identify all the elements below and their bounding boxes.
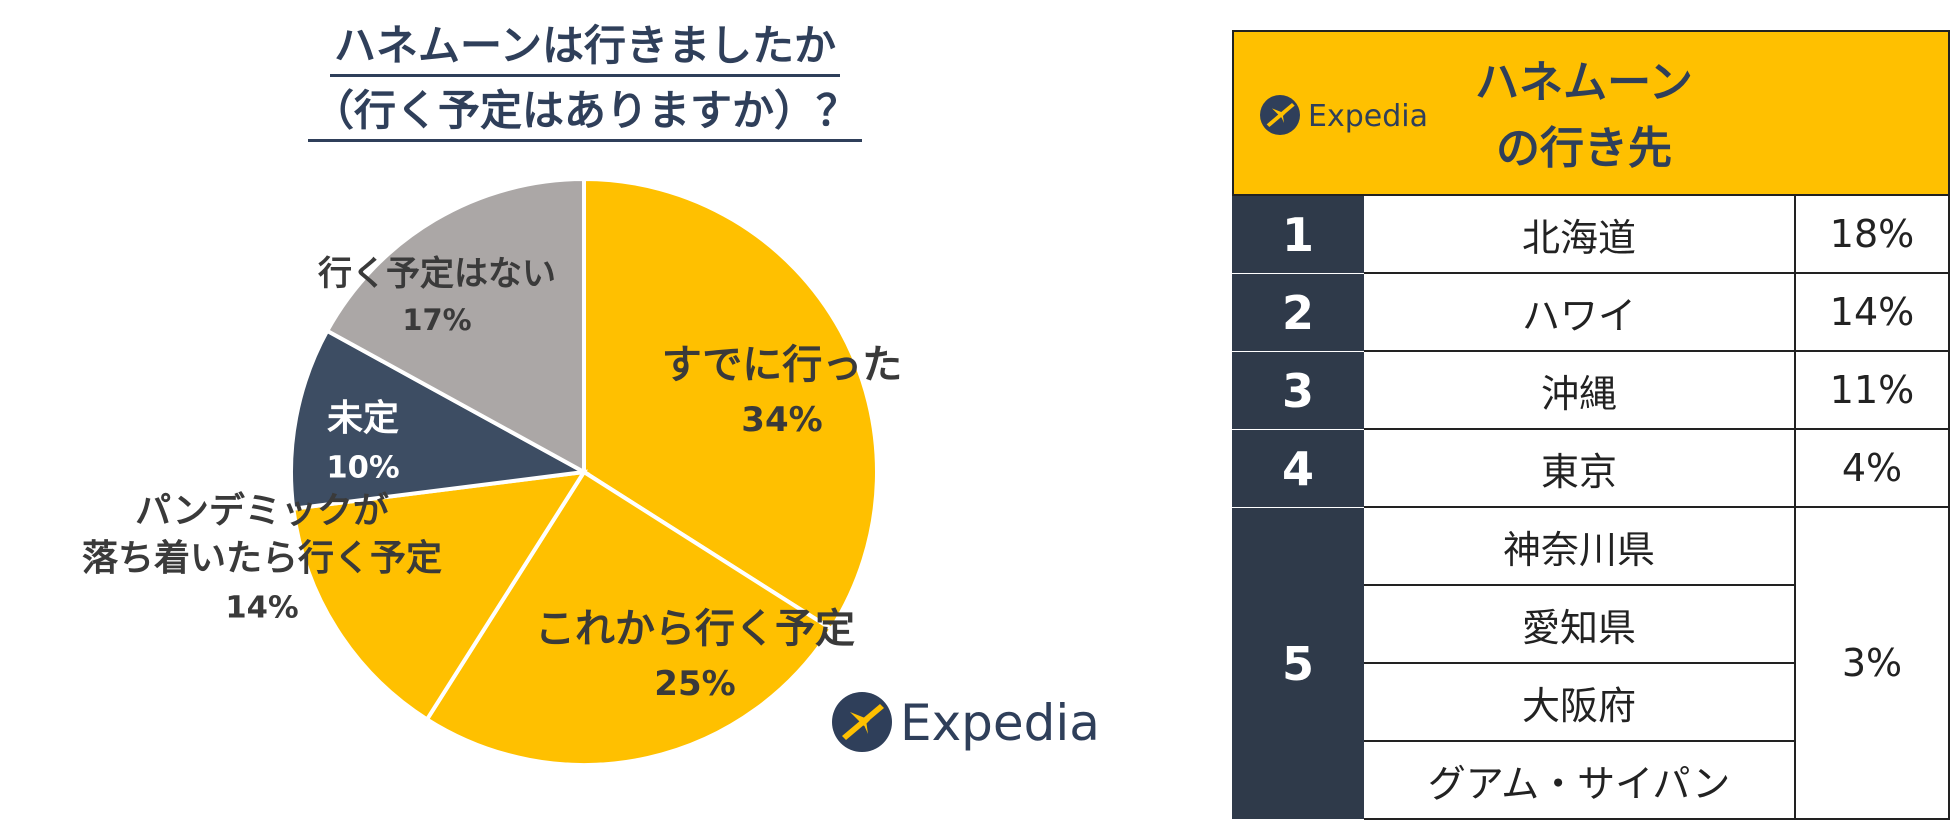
slice-value-label: 10%: [326, 451, 399, 486]
slice-value-label: 25%: [654, 664, 735, 704]
destination-cell: 北海道: [1364, 196, 1794, 274]
expedia-wordmark: Expedia: [900, 694, 1100, 752]
destination-ranking-table: Expedia ハネムーンの行き先 1 北海道 18% 2 ハワイ 14% 3 沖縄 11% 4 東…: [1232, 30, 1950, 822]
pie-slice: [291, 469, 588, 723]
table-title-line: の行き先: [1496, 123, 1672, 174]
chart-title: ハネムーンは行きましたか （行く予定はありますか）？: [0, 18, 1170, 142]
percent-cell: 18%: [1794, 196, 1950, 274]
destination-cell: 神奈川県: [1364, 508, 1794, 586]
slice-label: すでに行った: [662, 342, 902, 388]
destination-cell: グアム・サイパン: [1364, 742, 1794, 820]
pie-slice: [289, 328, 591, 511]
slice-label: パンデミックが落ち着いたら行く予定: [82, 489, 442, 579]
pie-slice: [424, 469, 835, 767]
percent-cell: 14%: [1794, 274, 1950, 352]
table-title-line: ハネムーン: [1475, 57, 1693, 108]
slice-label: 未定: [327, 398, 399, 439]
destination-cell: 沖縄: [1364, 352, 1794, 430]
percent-cell: 3%: [1794, 508, 1950, 820]
slice-value-label: 34%: [741, 400, 822, 440]
destination-cell: ハワイ: [1364, 274, 1794, 352]
pie-chart: すでに行った 34% これから行く予定 25% パンデミックが落ち着いたら行く予定 14%…: [81, 176, 1100, 767]
plane-shape: [842, 704, 884, 740]
rank-cell: 3: [1232, 352, 1364, 430]
slice-value-label: 17%: [402, 303, 471, 337]
chart-title-line2: （行く予定はありますか）？: [307, 83, 862, 142]
percent-cell: 11%: [1794, 352, 1950, 430]
table-title: ハネムーン の行き先: [1434, 50, 1734, 182]
rank-cell: 1: [1232, 196, 1364, 274]
expedia-logo: Expedia: [1260, 95, 1428, 135]
destination-cell: 愛知県: [1364, 586, 1794, 664]
rank-cell: 5: [1232, 508, 1364, 820]
destination-cell: 大阪府: [1364, 664, 1794, 742]
chart-title-line1: ハネムーンは行きましたか: [330, 18, 840, 77]
percent-cell: 4%: [1794, 430, 1950, 508]
table-header: Expedia ハネムーンの行き先: [1232, 30, 1950, 196]
rank-cell: 4: [1232, 430, 1364, 508]
slice-label: これから行く予定: [535, 606, 855, 652]
pie-slice: [324, 176, 586, 476]
slice-value-label: 14%: [225, 591, 298, 626]
destination-cell: 東京: [1364, 430, 1794, 508]
plane-shape: [1266, 103, 1295, 127]
expedia-wordmark: Expedia: [1308, 99, 1428, 134]
rank-cell: 2: [1232, 274, 1364, 352]
expedia-logo-group: Expedia: [1260, 95, 1428, 135]
expedia-logo-group: Expedia: [832, 692, 1100, 752]
slice-label: 行く予定はない: [318, 254, 556, 294]
